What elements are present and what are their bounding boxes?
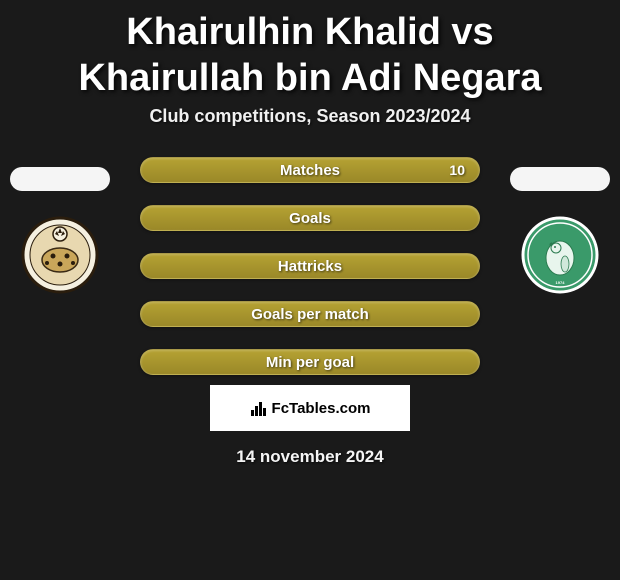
club-right-name-pill	[510, 167, 610, 191]
stat-value-right: 10	[449, 162, 465, 178]
brand-logo: FcTables.com	[250, 399, 371, 417]
club-right-column: 1974	[510, 167, 610, 294]
stat-label: Hattricks	[278, 258, 342, 275]
club-left-logo	[21, 216, 99, 294]
stat-label: Matches	[280, 162, 340, 179]
club-left-column	[10, 167, 110, 294]
stat-label: Min per goal	[266, 354, 354, 371]
club-left-name-pill	[10, 167, 110, 191]
stat-label: Goals per match	[251, 306, 369, 323]
stat-row-goals-per-match: Goals per match	[140, 301, 480, 327]
svg-text:1974: 1974	[556, 280, 566, 285]
club-right-logo: 1974	[521, 216, 599, 294]
stat-row-min-per-goal: Min per goal	[140, 349, 480, 375]
stat-row-hattricks: Hattricks	[140, 253, 480, 279]
stat-row-goals: Goals	[140, 205, 480, 231]
stat-label: Goals	[289, 210, 331, 227]
brand-text: FcTables.com	[272, 400, 371, 417]
bars-icon	[250, 399, 268, 417]
page-title: Khairulhin Khalid vs Khairullah bin Adi …	[0, 0, 620, 106]
footer-brand-box: FcTables.com	[210, 385, 410, 431]
page-subtitle: Club competitions, Season 2023/2024	[0, 106, 620, 127]
stat-row-matches: Matches 10	[140, 157, 480, 183]
footer-date: 14 november 2024	[0, 447, 620, 467]
stats-column: Matches 10 Goals Hattricks Goals per mat…	[140, 157, 480, 375]
comparison-area: Matches 10 Goals Hattricks Goals per mat…	[0, 157, 620, 375]
comparison-infographic: Khairulhin Khalid vs Khairullah bin Adi …	[0, 0, 620, 580]
